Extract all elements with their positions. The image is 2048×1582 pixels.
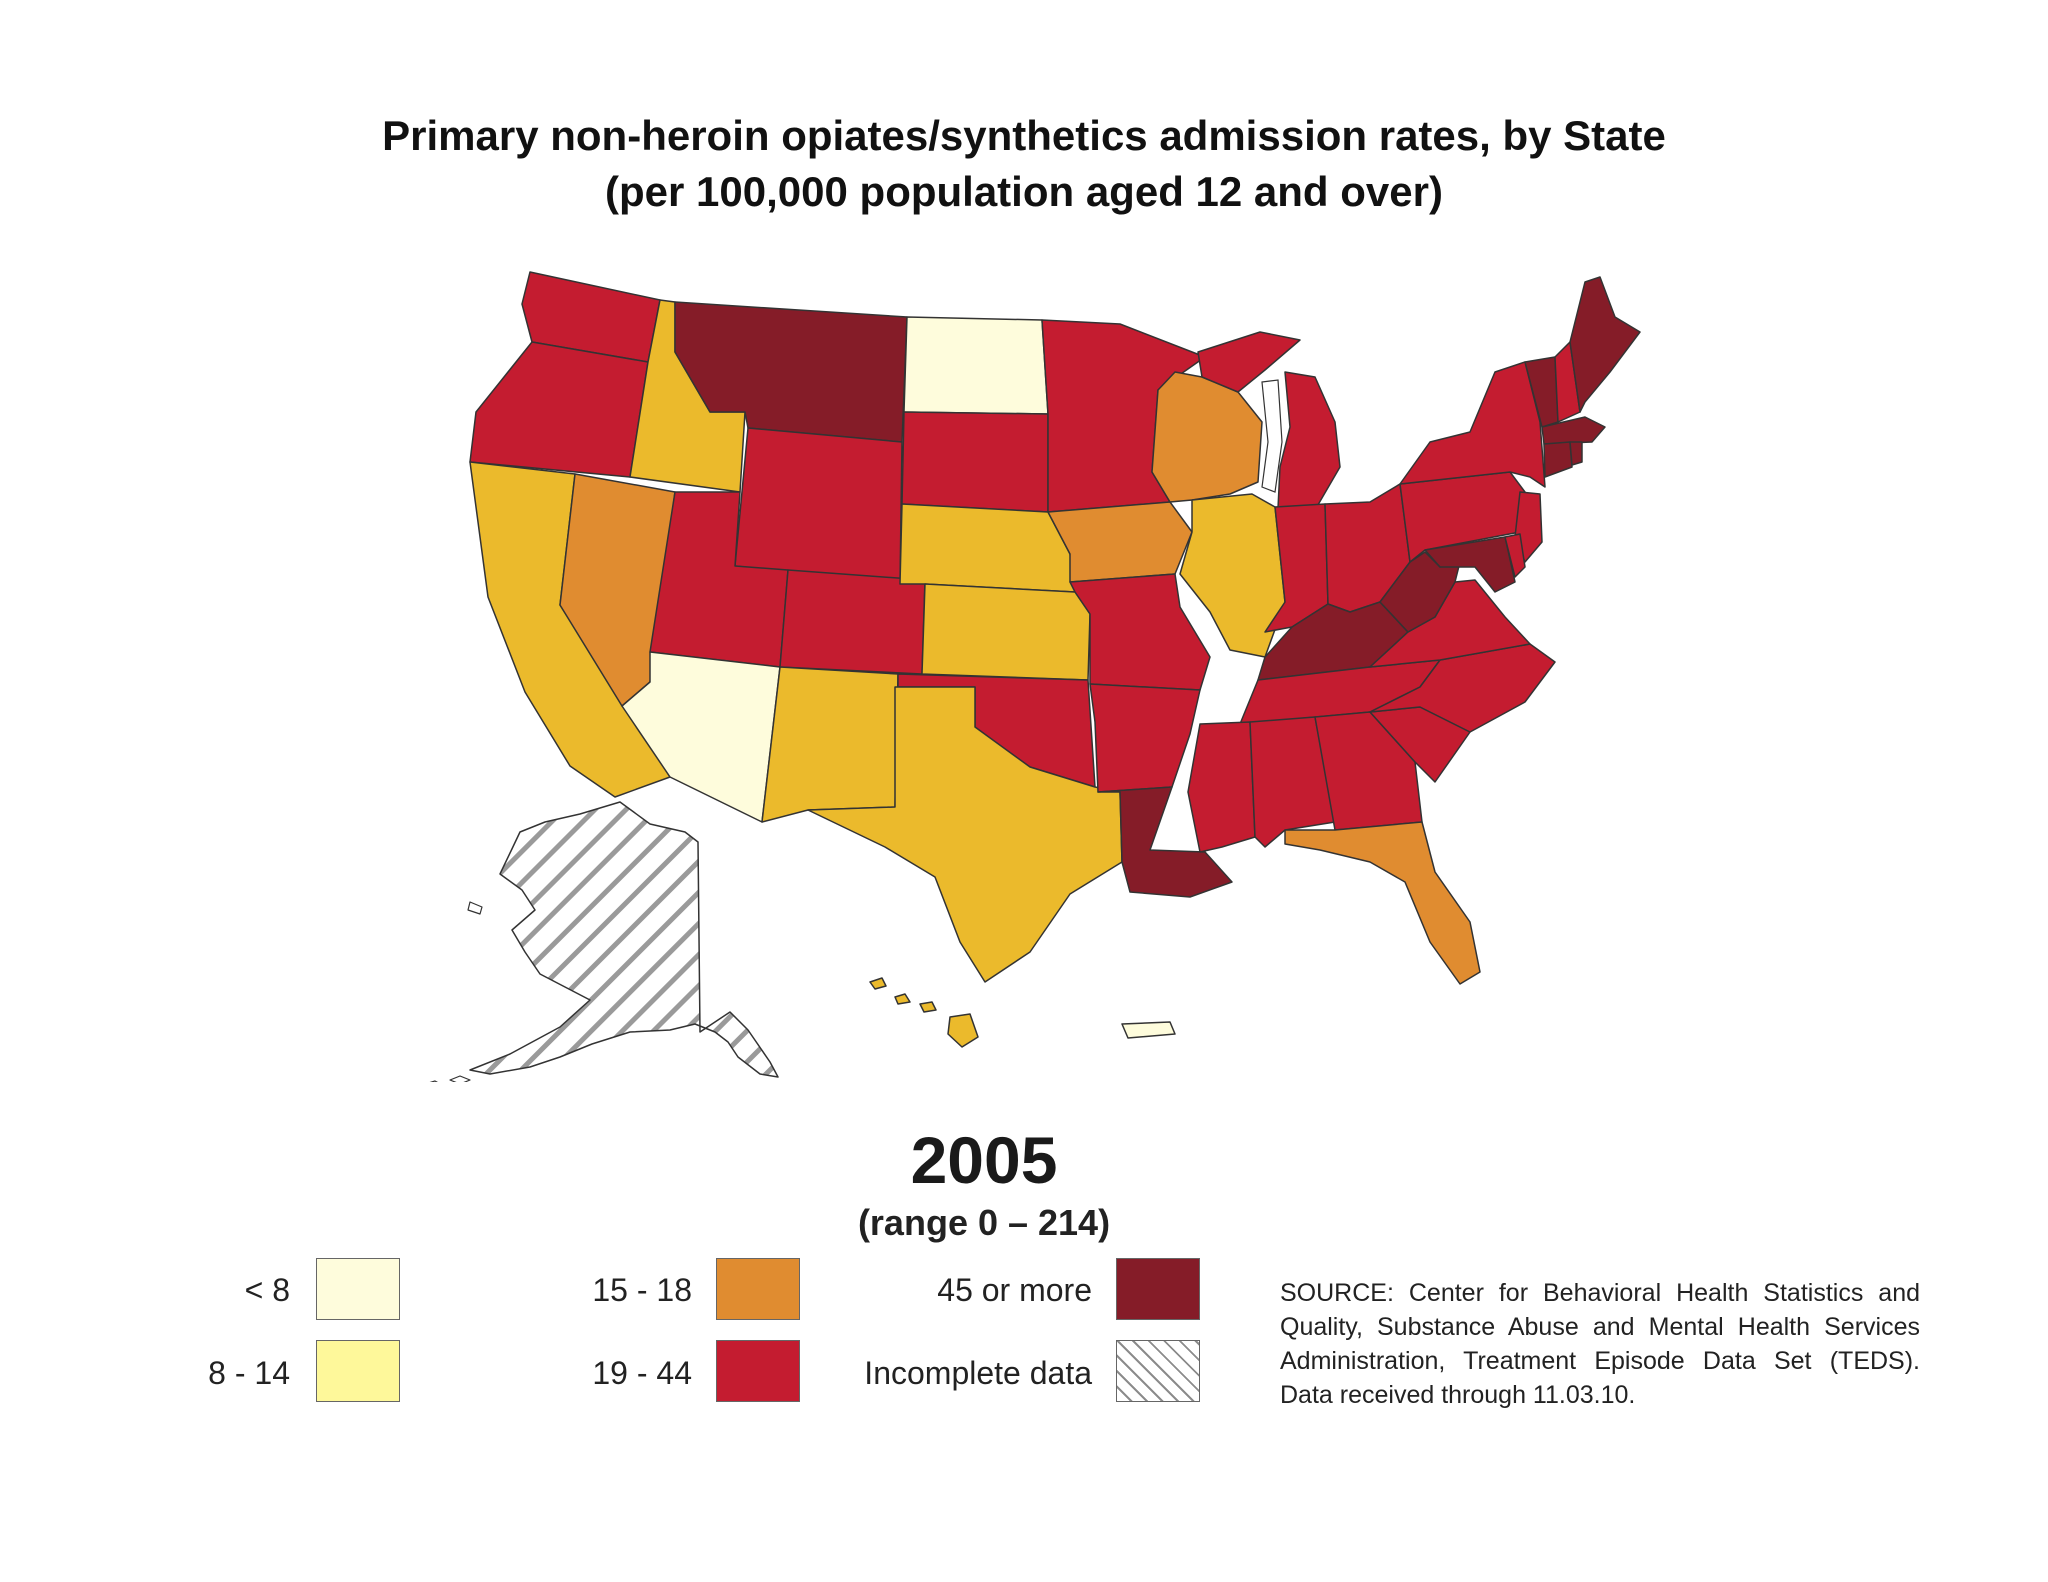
state-illinois bbox=[1179, 493, 1286, 658]
state-oregon bbox=[469, 341, 649, 478]
legend-label-lt8: < 8 bbox=[244, 1272, 290, 1308]
state-mississippi bbox=[1187, 721, 1256, 853]
state-colorado bbox=[779, 569, 926, 675]
state-iowa bbox=[1047, 501, 1193, 583]
legend-label-15-18: 15 - 18 bbox=[592, 1272, 692, 1308]
territory-puerto-rico bbox=[1121, 1021, 1176, 1039]
state-wisconsin bbox=[1151, 371, 1263, 503]
legend-swatch-19-44 bbox=[716, 1340, 800, 1402]
state-hawaii bbox=[869, 977, 979, 1048]
state-louisiana bbox=[1097, 786, 1233, 898]
state-maine bbox=[1569, 276, 1641, 413]
legend-label-8-14: 8 - 14 bbox=[208, 1355, 290, 1391]
data-range: (range 0 – 214) bbox=[857, 1202, 1111, 1243]
state-kansas bbox=[921, 583, 1091, 681]
legend-label-45plus: 45 or more bbox=[937, 1272, 1092, 1308]
legend-label-incomplete: Incomplete data bbox=[864, 1355, 1092, 1391]
map-title: Primary non-heroin opiates/synthetics ad… bbox=[0, 108, 2048, 220]
state-new-mexico bbox=[761, 666, 899, 823]
state-texas bbox=[807, 686, 1123, 983]
state-delaware bbox=[1504, 533, 1526, 578]
state-rhode-island bbox=[1569, 441, 1583, 466]
state-massachusetts bbox=[1541, 416, 1606, 445]
alaska-islands bbox=[429, 901, 483, 1082]
state-north-carolina bbox=[1369, 643, 1556, 733]
state-georgia bbox=[1314, 711, 1423, 831]
title-line-2: (per 100,000 population aged 12 and over… bbox=[605, 168, 1443, 215]
state-florida bbox=[1284, 821, 1481, 985]
state-alaska bbox=[469, 801, 779, 1078]
state-arkansas bbox=[1089, 683, 1201, 793]
lake-michigan bbox=[1261, 379, 1283, 493]
state-new-york bbox=[1399, 361, 1546, 488]
title-line-1: Primary non-heroin opiates/synthetics ad… bbox=[382, 112, 1666, 159]
state-wyoming bbox=[734, 427, 903, 585]
state-nebraska bbox=[899, 503, 1076, 593]
us-choropleth-map bbox=[429, 271, 1641, 1082]
state-connecticut bbox=[1543, 441, 1573, 478]
source-note: SOURCE: Center for Behavioral Health Sta… bbox=[1280, 1279, 1920, 1409]
state-south-dakota bbox=[901, 411, 1049, 513]
map-year: 2005 bbox=[910, 1123, 1058, 1197]
legend-swatch-8-14 bbox=[316, 1340, 400, 1402]
legend-label-19-44: 19 - 44 bbox=[592, 1355, 692, 1391]
state-missouri bbox=[1069, 573, 1211, 691]
legend-swatch-45plus bbox=[1116, 1258, 1200, 1320]
legend-swatch-15-18 bbox=[716, 1258, 800, 1320]
legend-swatch-incomplete bbox=[1116, 1340, 1200, 1402]
state-north-dakota bbox=[903, 316, 1049, 415]
legend-swatch-lt8 bbox=[316, 1258, 400, 1320]
